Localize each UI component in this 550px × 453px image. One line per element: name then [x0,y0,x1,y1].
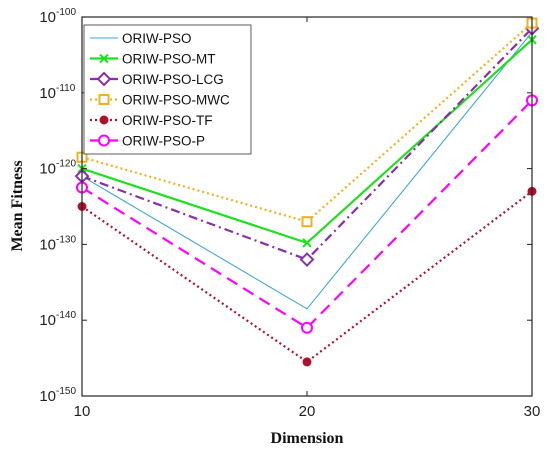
data-point-x-marker [99,53,109,64]
legend-label: ORIW-PSO-TF [122,113,213,128]
y-tick-label: 10 [39,236,56,253]
data-point-square-marker [301,216,313,228]
legend-item: ORIW-PSO-TF [90,113,213,128]
x-tick-label: 30 [524,403,541,420]
x-tick-label: 20 [299,403,316,420]
data-point-square-marker [98,94,110,105]
x-axis-title: Dimension [271,430,344,447]
data-point-diamond-marker [299,252,315,267]
series-line [81,27,533,261]
y-tick-label: 10 [39,161,56,178]
legend-item: ORIW-PSO-MWC [90,93,230,108]
y-tick-label-exponent: -140 [56,310,76,321]
y-tick-label: 10 [39,312,56,329]
data-point-diamond-marker [96,71,112,87]
legend-label: ORIW-PSO [122,31,192,46]
legend-item: ORIW-PSO [90,31,192,46]
legend-label: ORIW-PSO-MWC [122,93,230,108]
series-line [81,31,533,310]
series-layer [74,17,540,367]
y-tick-label-exponent: -100 [56,7,76,18]
legend-item: ORIW-PSO-P [90,134,205,149]
y-axis-title: Mean Fitness [9,160,26,251]
y-tick-label-exponent: -110 [56,83,76,94]
y-tick-label: 10 [39,388,56,405]
legend: ORIW-PSO ORIW-PSO-MT ORIW-PSO-LCG ORIW-PSO-… [83,24,252,155]
y-tick-label: 10 [39,9,56,26]
series-line [81,190,533,364]
legend-item: ORIW-PSO-LCG [90,71,224,87]
data-point-filled-circle-marker [302,357,312,367]
y-tick-label: 10 [39,85,56,102]
y-tick-label-exponent: -120 [56,159,76,170]
series-line [81,99,533,330]
data-point-x-marker [302,238,312,248]
data-point-open-circle-marker [98,134,110,147]
legend-box [83,24,252,155]
x-tick-label: 10 [74,403,91,420]
legend-label: ORIW-PSO-MT [122,52,216,67]
legend-item: ORIW-PSO-MT [90,52,216,67]
data-point-filled-circle-marker [99,115,109,125]
y-tick-label-exponent: -130 [56,234,76,245]
legend-label: ORIW-PSO-P [122,134,205,149]
data-point-open-circle-marker [301,321,313,334]
y-tick-label-exponent: -150 [56,386,76,397]
series-oriw-pso [81,31,533,310]
legend-label: ORIW-PSO-LCG [122,72,224,87]
